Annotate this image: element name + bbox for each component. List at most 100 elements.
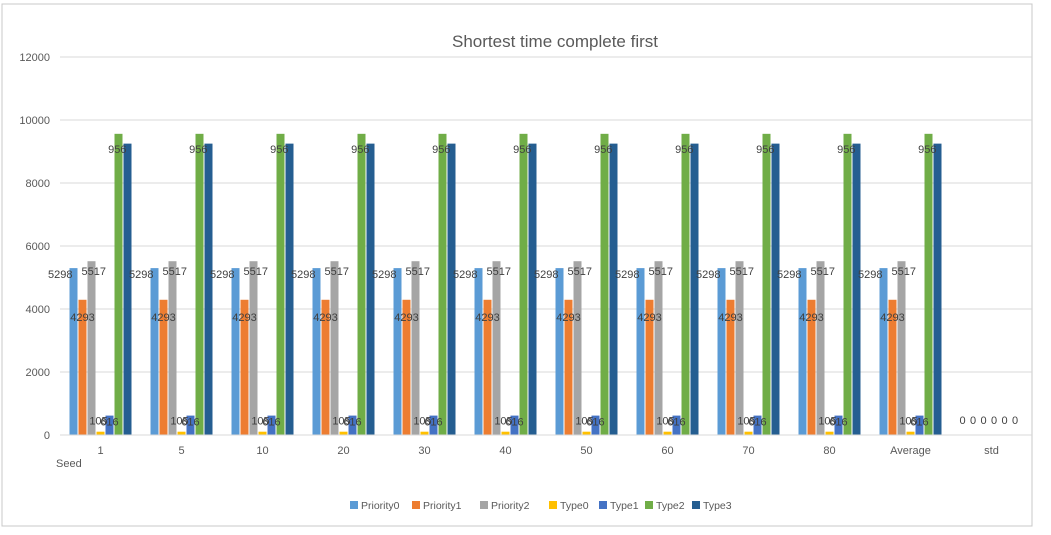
bar (852, 143, 861, 435)
y-tick-label: 2000 (26, 367, 50, 379)
bar (933, 143, 942, 435)
data-label: 5517 (568, 266, 592, 278)
x-tick-label: Average (890, 445, 931, 457)
legend-item-priority2[interactable]: Priority2 (480, 500, 530, 512)
legend-label: Type2 (656, 500, 685, 512)
data-label: 956 (189, 144, 207, 156)
y-tick-label: 12000 (19, 52, 50, 64)
legend-item-priority0[interactable]: Priority0 (350, 500, 400, 512)
bar (447, 143, 456, 435)
bar (915, 415, 924, 435)
data-label: 5517 (82, 266, 106, 278)
legend-item-type1[interactable]: Type1 (599, 500, 639, 512)
data-label: 616 (262, 417, 280, 429)
data-label: 105 (251, 416, 269, 428)
std-data-label: 0 (1002, 415, 1008, 427)
bar (888, 299, 897, 435)
x-tick-label: 5 (178, 445, 184, 457)
data-label: 616 (586, 417, 604, 429)
x-tick-label: 60 (661, 445, 673, 457)
data-label: 4293 (313, 312, 337, 324)
data-label: 616 (667, 417, 685, 429)
data-label: 105 (494, 416, 512, 428)
bar (87, 261, 96, 435)
legend-swatch (599, 501, 607, 509)
legend-item-type3[interactable]: Type3 (692, 500, 732, 512)
data-label: 956 (108, 144, 126, 156)
data-label: 5517 (163, 266, 187, 278)
bar (735, 261, 744, 435)
legend-label: Priority1 (423, 500, 462, 512)
bar (672, 415, 681, 435)
bar (762, 133, 771, 436)
legend-swatch (645, 501, 653, 509)
bar (69, 268, 78, 435)
data-label: 105 (89, 416, 107, 428)
bars (69, 133, 942, 436)
bar (825, 431, 834, 435)
legend-label: Priority0 (361, 500, 400, 512)
data-label: 5517 (649, 266, 673, 278)
bar (150, 268, 159, 435)
bar (798, 268, 807, 435)
data-label: 5298 (210, 269, 234, 281)
bar (258, 431, 267, 435)
data-label: 105 (737, 416, 755, 428)
bar (438, 133, 447, 436)
bar (843, 133, 852, 436)
chart-title: Shortest time complete first (452, 32, 658, 51)
data-label: 5517 (325, 266, 349, 278)
bar (240, 299, 249, 435)
std-data-label: 0 (981, 415, 987, 427)
x-axis: 1 5 10 20 30 40 50 60 70 80 Average std (60, 434, 1032, 457)
bar (681, 133, 690, 436)
data-label: 616 (505, 417, 523, 429)
data-label: 5298 (696, 269, 720, 281)
legend-swatch (549, 501, 557, 509)
legend-item-type0[interactable]: Type0 (549, 500, 589, 512)
data-label: 956 (513, 144, 531, 156)
data-label: 956 (756, 144, 774, 156)
bar (609, 143, 618, 435)
data-label: 5517 (730, 266, 754, 278)
data-label: 956 (918, 144, 936, 156)
legend-item-priority1[interactable]: Priority1 (412, 500, 462, 512)
data-label: 105 (332, 416, 350, 428)
x-axis-title: Seed (56, 458, 82, 470)
bar (393, 268, 402, 435)
data-label: 5298 (372, 269, 396, 281)
bar (636, 268, 645, 435)
bar (510, 415, 519, 435)
bar (573, 261, 582, 435)
bar (501, 431, 510, 435)
x-tick-label: 70 (742, 445, 754, 457)
bar (528, 143, 537, 435)
bar (114, 133, 123, 436)
bar (879, 268, 888, 435)
bar (330, 261, 339, 435)
data-label: 5517 (406, 266, 430, 278)
x-tick-label: 80 (823, 445, 835, 457)
x-tick-label: 1 (97, 445, 103, 457)
data-label: 956 (270, 144, 288, 156)
data-label: 616 (181, 417, 199, 429)
data-label: 4293 (637, 312, 661, 324)
bar (168, 261, 177, 435)
std-data-label: 0 (970, 415, 976, 427)
std-data-label: 0 (960, 415, 966, 427)
data-label: 956 (837, 144, 855, 156)
legend[interactable]: Priority0 Priority1 Priority2 Type0 Type1 Typ… (350, 500, 732, 512)
bar (96, 431, 105, 435)
legend-swatch (480, 501, 488, 509)
bar (186, 415, 195, 435)
y-tick-label: 4000 (26, 304, 50, 316)
data-label: 5298 (534, 269, 558, 281)
data-label: 105 (818, 416, 836, 428)
bar (753, 415, 762, 435)
bar (267, 415, 276, 435)
legend-swatch (412, 501, 420, 509)
x-tick-label: 20 (337, 445, 349, 457)
legend-item-type2[interactable]: Type2 (645, 500, 685, 512)
bar (474, 268, 483, 435)
bar (690, 143, 699, 435)
